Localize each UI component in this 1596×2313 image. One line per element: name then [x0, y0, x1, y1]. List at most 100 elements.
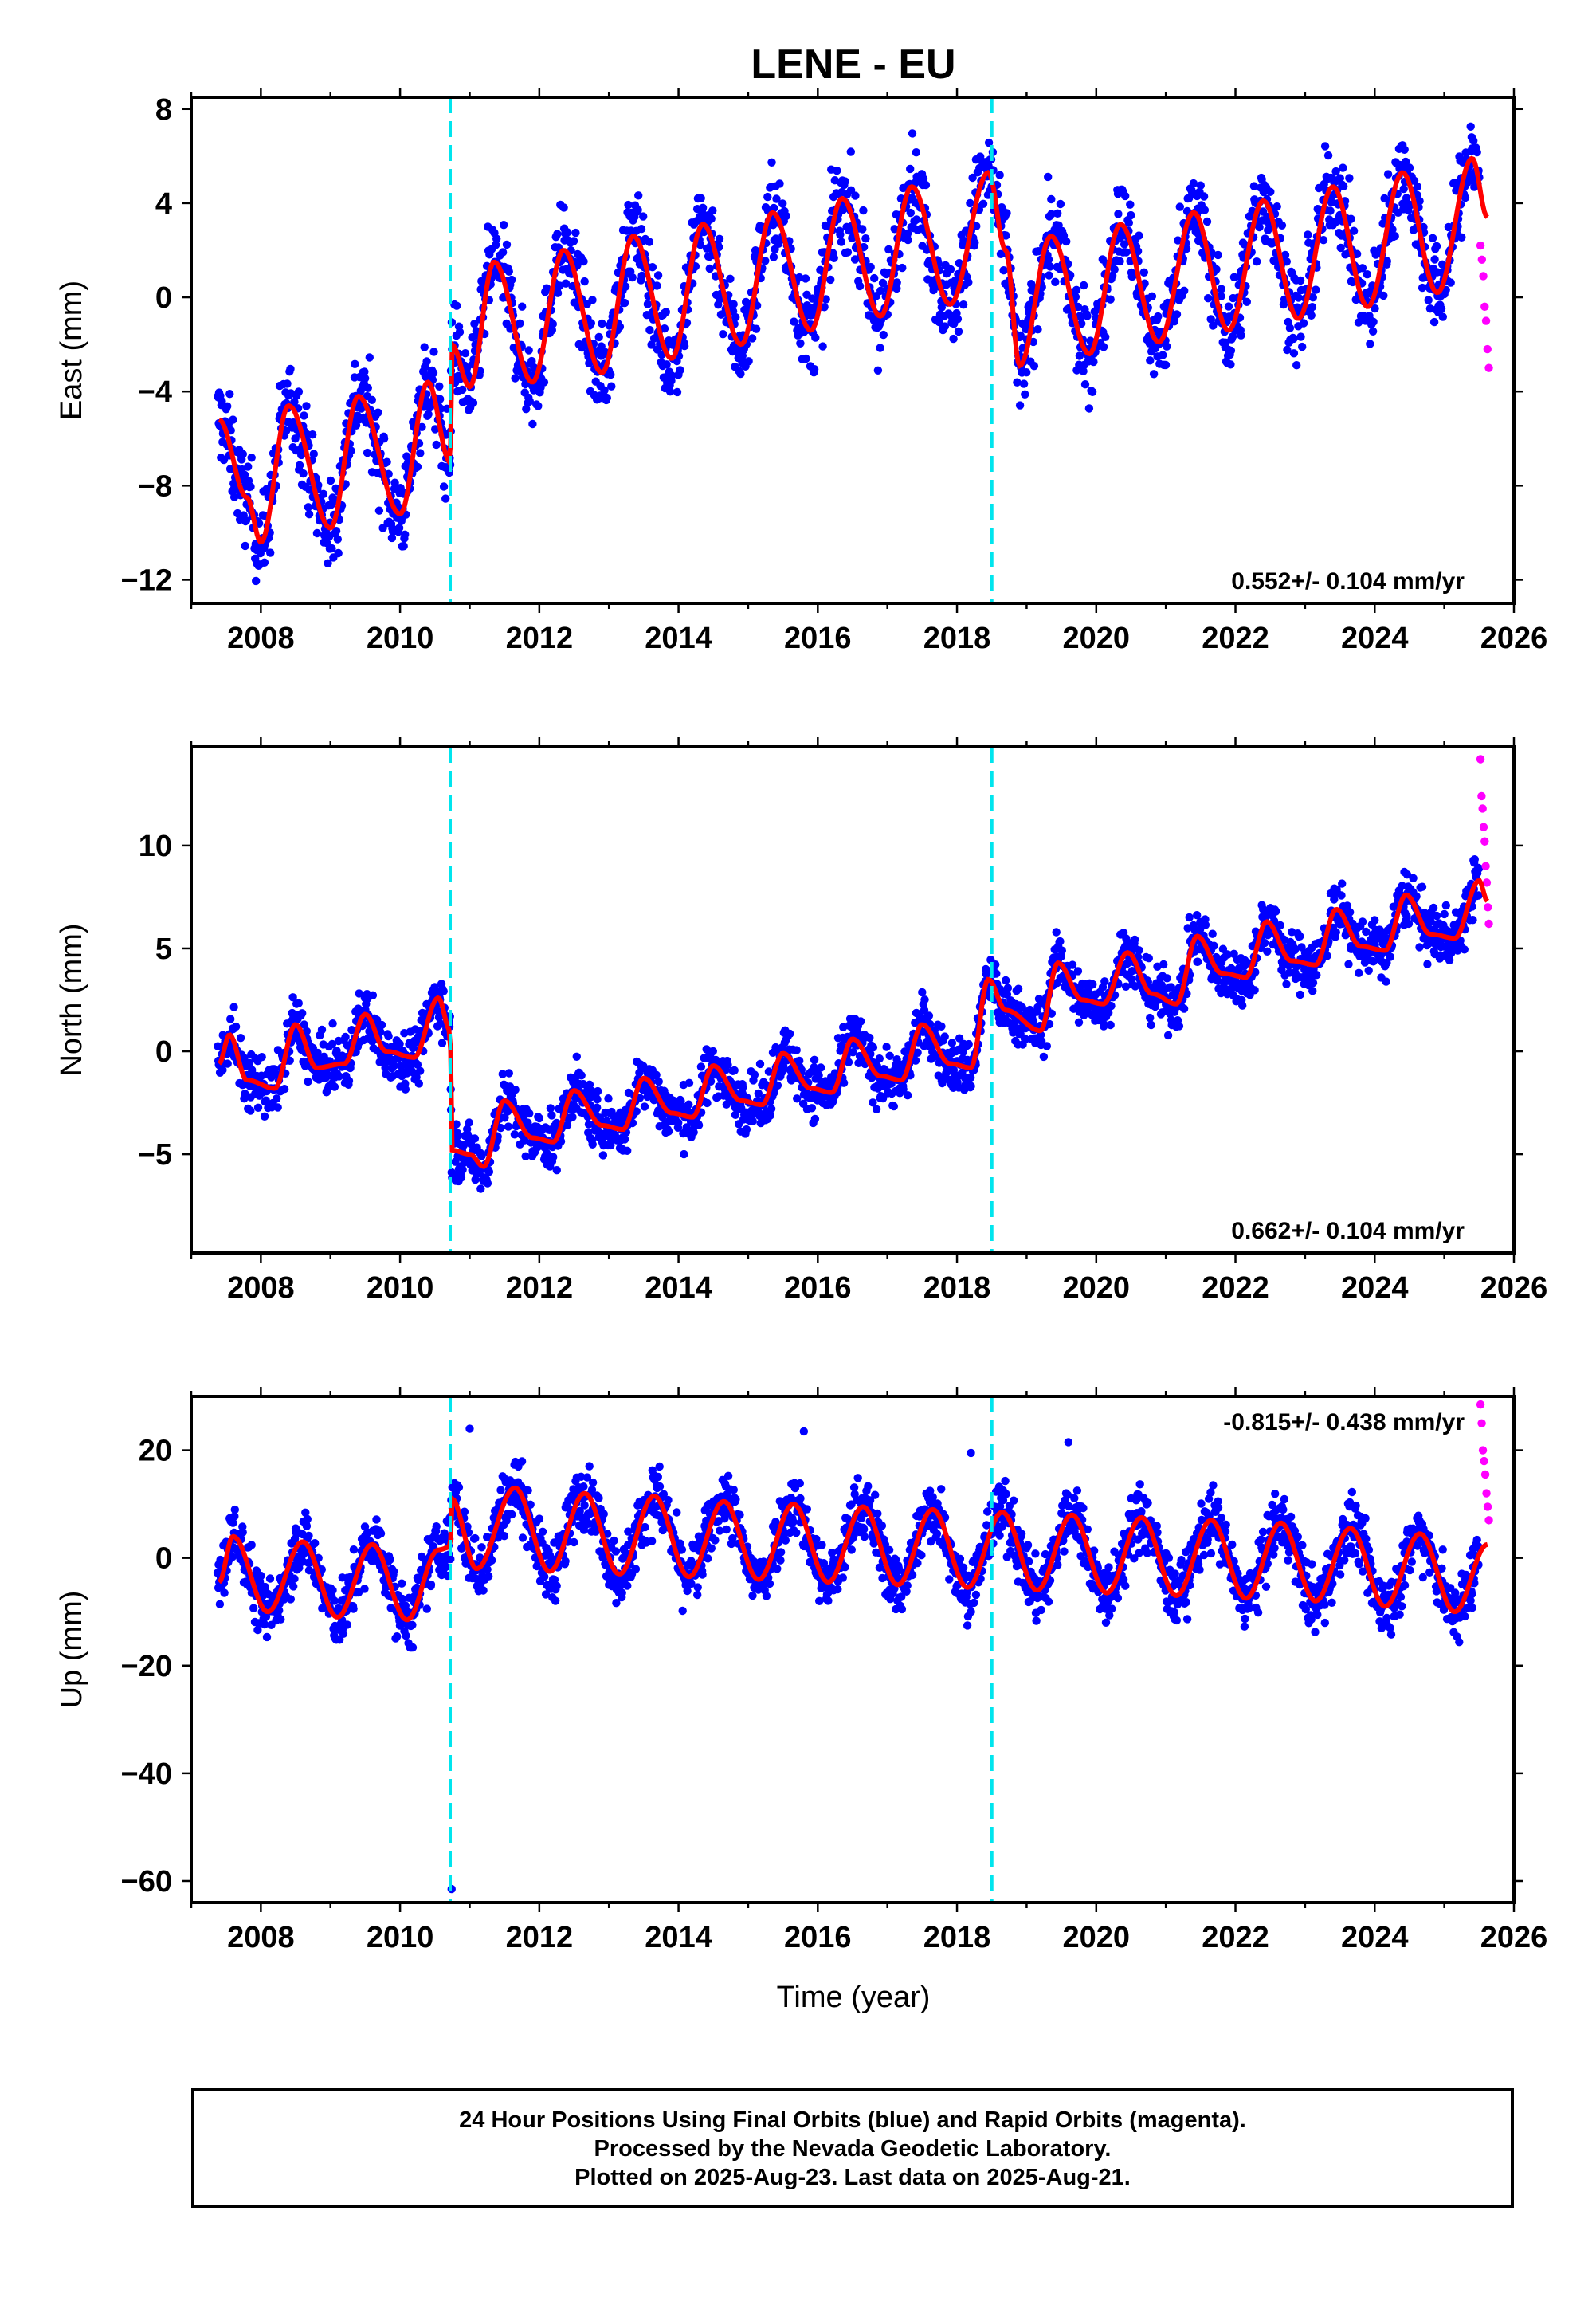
data-point: [241, 541, 249, 551]
data-point: [1056, 199, 1065, 209]
data-point: [240, 1054, 249, 1062]
rapid-point: [1479, 823, 1488, 831]
data-point: [1209, 321, 1218, 330]
data-point: [1135, 946, 1143, 955]
data-point: [360, 374, 370, 383]
data-point: [1326, 206, 1335, 215]
y-axis-label: East (mm): [55, 281, 88, 420]
data-point: [706, 1077, 716, 1086]
data-point: [1296, 990, 1304, 999]
data-point: [620, 1135, 629, 1144]
data-point: [298, 1009, 307, 1018]
data-point: [818, 342, 827, 351]
data-point: [1319, 236, 1328, 245]
data-point: [1022, 368, 1031, 377]
data-point: [1163, 974, 1171, 983]
data-point: [953, 315, 963, 324]
data-point: [412, 1073, 421, 1082]
data-point: [257, 1571, 265, 1581]
data-point: [908, 129, 917, 138]
data-point: [432, 440, 441, 450]
data-point: [1189, 179, 1198, 188]
data-point: [1182, 989, 1191, 999]
data-point: [873, 366, 883, 375]
data-point: [327, 1039, 337, 1049]
data-point: [839, 1078, 849, 1087]
data-point: [1163, 342, 1171, 351]
data-point: [995, 171, 1004, 179]
data-point: [1276, 921, 1284, 930]
data-point: [416, 449, 425, 457]
data-point: [802, 354, 810, 363]
data-point: [904, 235, 912, 245]
data-point: [1402, 194, 1411, 202]
data-point: [1457, 233, 1466, 242]
data-point: [861, 234, 870, 243]
data-point: [547, 326, 556, 335]
data-point: [275, 1606, 284, 1615]
x-tick-label: 2014: [645, 622, 712, 655]
data-point: [586, 319, 595, 328]
data-point: [673, 387, 682, 397]
plot-frame: [190, 745, 1516, 1255]
data-point: [249, 1604, 258, 1612]
data-point: [594, 1086, 602, 1096]
x-tick-label: 2022: [1202, 622, 1269, 655]
rapid-point: [1479, 272, 1488, 281]
data-point: [1159, 351, 1167, 359]
data-point: [218, 1066, 227, 1074]
data-point: [1077, 319, 1086, 328]
data-point: [1296, 276, 1305, 285]
data-point: [940, 1032, 949, 1041]
data-point: [1073, 967, 1083, 976]
data-point: [1075, 351, 1084, 360]
x-tick-label: 2014: [645, 1271, 712, 1305]
velocity-rate-label: 0.552+/- 0.104 mm/yr: [1231, 568, 1465, 595]
data-point: [739, 1082, 747, 1092]
data-point: [1249, 182, 1259, 190]
data-point: [1418, 283, 1427, 293]
data-point: [374, 408, 382, 417]
data-point: [632, 1107, 641, 1116]
data-point: [1193, 911, 1202, 920]
data-point: [869, 1043, 878, 1052]
data-point: [422, 357, 431, 366]
data-point: [429, 348, 438, 356]
data-point: [653, 271, 663, 280]
data-point: [1469, 916, 1477, 925]
data-point: [1261, 938, 1269, 948]
data-point: [413, 1060, 422, 1069]
data-point: [477, 1152, 486, 1160]
data-point: [363, 448, 372, 457]
data-point: [1202, 217, 1212, 226]
x-tick-label: 2026: [1480, 1271, 1548, 1305]
data-point: [458, 385, 467, 395]
data-point: [1331, 167, 1340, 176]
data-point: [1121, 982, 1131, 992]
data-point: [703, 1098, 712, 1108]
data-point: [829, 253, 838, 262]
data-point: [334, 548, 343, 558]
data-point: [1047, 1009, 1057, 1018]
data-point: [1399, 184, 1408, 194]
data-point: [1283, 345, 1292, 355]
data-point: [384, 1031, 393, 1041]
data-point: [528, 419, 537, 429]
data-point: [548, 320, 557, 328]
data-point: [684, 1100, 693, 1109]
data-point: [288, 993, 297, 1002]
plot-frame: [190, 96, 1516, 605]
data-point: [390, 1062, 398, 1070]
data-point: [518, 302, 527, 311]
data-point: [568, 1113, 577, 1121]
data-point: [624, 200, 633, 210]
data-point: [409, 1043, 418, 1053]
data-point: [1289, 349, 1299, 358]
data-point: [1047, 210, 1056, 218]
data-point: [1037, 1037, 1046, 1046]
data-point: [504, 267, 513, 276]
data-point: [260, 1620, 269, 1629]
x-tick-label: 2024: [1341, 1271, 1409, 1305]
data-point: [1086, 336, 1095, 345]
data-point: [912, 215, 921, 224]
